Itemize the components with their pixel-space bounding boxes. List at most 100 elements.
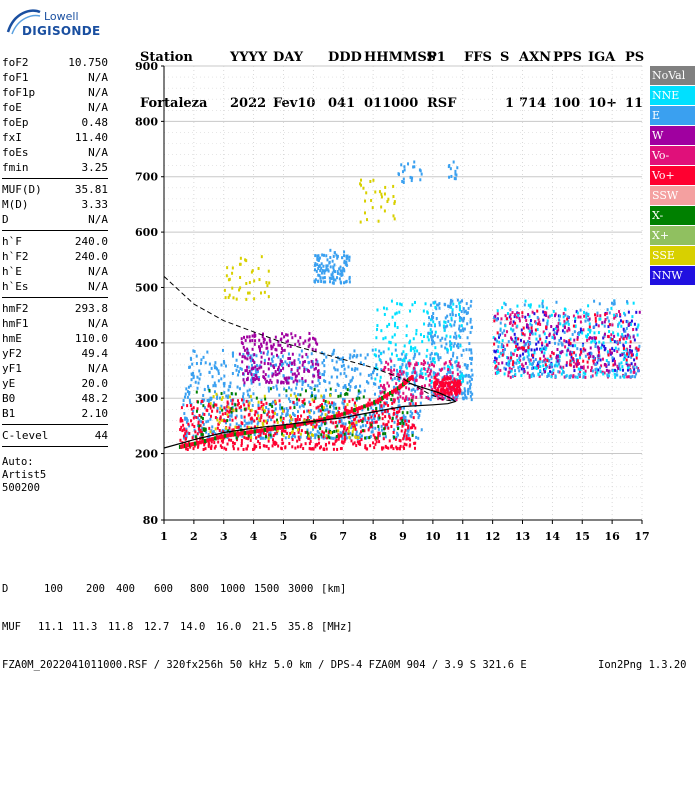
echo-point (348, 277, 351, 281)
echo-point (623, 311, 626, 315)
echo-point (203, 406, 206, 410)
param-row-fof1: foF1 N/A (2, 70, 108, 85)
echo-point (291, 336, 294, 340)
echo-point (576, 359, 579, 363)
echo-point (286, 431, 289, 435)
echo-point (451, 380, 454, 384)
echo-point (256, 422, 259, 426)
echo-point (637, 348, 640, 352)
echo-point (266, 350, 269, 354)
trace-point (350, 408, 354, 413)
echo-point (285, 379, 288, 383)
echo-point (449, 167, 452, 171)
echo-point (393, 200, 396, 204)
echo-point (407, 433, 410, 437)
echo-point (597, 345, 600, 349)
echo-point (456, 166, 459, 170)
echo-point (383, 209, 386, 213)
echo-point (305, 419, 308, 423)
echo-point (403, 165, 406, 169)
echo-point (562, 312, 565, 316)
echo-point (599, 358, 602, 362)
echo-point (331, 271, 334, 275)
echo-point (607, 374, 610, 378)
echo-point (247, 403, 250, 407)
echo-point (378, 440, 381, 444)
param-row-md: M(D) 3.33 (2, 197, 108, 212)
echo-point (613, 340, 616, 344)
echo-point (450, 318, 453, 322)
echo-point (298, 405, 301, 409)
echo-point (288, 434, 291, 438)
echo-point (558, 355, 561, 359)
echo-point (239, 405, 242, 409)
echo-point (306, 416, 309, 420)
echo-point (621, 353, 624, 357)
echo-point (581, 343, 584, 347)
echo-point (189, 400, 192, 404)
echo-point (402, 437, 405, 441)
echo-point (415, 363, 418, 367)
trace-point (355, 407, 359, 412)
echo-point (515, 315, 518, 319)
echo-point (411, 371, 414, 375)
echo-point (223, 384, 226, 388)
echo-point (589, 330, 592, 334)
echo-point (496, 331, 499, 335)
echo-point (528, 375, 531, 379)
echo-point (544, 370, 547, 374)
echo-point (393, 420, 396, 424)
echo-point (619, 375, 622, 379)
echo-point (311, 360, 314, 364)
echo-point (314, 254, 317, 258)
y-tick-label: 80 (143, 514, 159, 527)
echo-point (403, 442, 406, 446)
echo-point (518, 369, 521, 373)
echo-point (265, 444, 268, 448)
echo-point (260, 399, 263, 403)
echo-point (449, 362, 452, 366)
echo-point (317, 267, 320, 271)
echo-point (267, 362, 270, 366)
echo-point (353, 418, 356, 422)
echo-point (582, 371, 585, 375)
echo-point (179, 417, 182, 421)
echo-point (621, 335, 624, 339)
echo-point (454, 391, 457, 395)
echo-point (572, 360, 575, 364)
echo-point (446, 377, 449, 381)
echo-point (193, 444, 196, 448)
echo-point (265, 405, 268, 409)
echo-point (379, 375, 382, 379)
echo-point (590, 375, 593, 379)
echo-point (532, 366, 535, 370)
echo-point (507, 340, 510, 344)
x-tick-label: 17 (634, 530, 649, 543)
echo-point (636, 369, 639, 373)
echo-point (339, 280, 342, 284)
trace-point (389, 391, 393, 396)
echo-point (463, 310, 466, 314)
echo-point (189, 445, 192, 449)
echo-point (550, 375, 553, 379)
echo-point (459, 370, 462, 374)
echo-point (220, 392, 223, 396)
echo-point (220, 430, 223, 434)
echo-point (435, 388, 438, 392)
echo-point (218, 420, 221, 424)
param-row-b0: B0 48.2 (2, 391, 108, 406)
echo-point (414, 441, 417, 445)
param-name: yE (2, 377, 16, 390)
echo-point (625, 336, 628, 340)
echo-point (412, 370, 415, 374)
echo-point (270, 344, 273, 348)
echo-point (494, 337, 497, 341)
echo-point (333, 406, 336, 410)
echo-point (495, 317, 498, 321)
echo-point (539, 365, 542, 369)
echo-point (451, 374, 454, 378)
echo-point (366, 218, 369, 222)
echo-point (267, 431, 270, 435)
echo-point (401, 352, 404, 356)
echo-point (564, 313, 567, 317)
